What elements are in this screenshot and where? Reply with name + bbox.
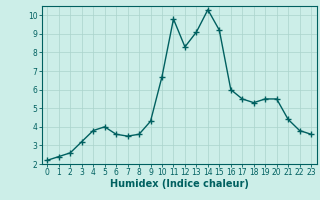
X-axis label: Humidex (Indice chaleur): Humidex (Indice chaleur)	[110, 179, 249, 189]
